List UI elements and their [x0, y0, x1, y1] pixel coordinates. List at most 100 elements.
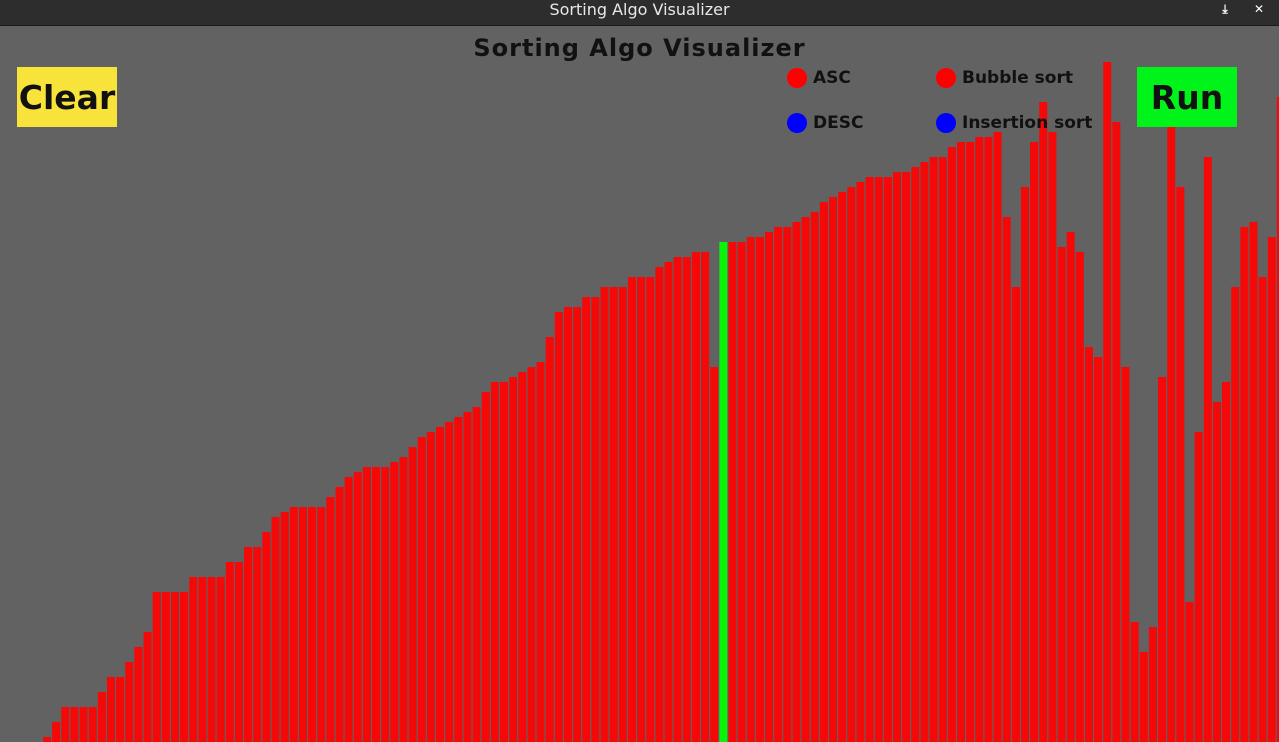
bar: [180, 592, 189, 742]
bar: [134, 647, 143, 742]
bar: [655, 267, 664, 742]
bar: [591, 297, 600, 742]
app-title: Sorting Algo Visualizer: [473, 34, 806, 62]
bar: [1258, 277, 1267, 742]
bar: [509, 377, 518, 742]
order-option-label: DESC: [813, 113, 864, 133]
bar: [353, 472, 362, 742]
bar: [1194, 432, 1203, 742]
bar: [1002, 217, 1011, 742]
bar: [527, 367, 536, 742]
bar: [911, 167, 920, 742]
bar: [902, 172, 911, 742]
run-button[interactable]: Run: [1137, 67, 1237, 127]
bar: [244, 547, 253, 742]
bar: [436, 427, 445, 742]
bar: [372, 467, 381, 742]
bar: [216, 577, 225, 742]
bar: [1112, 122, 1121, 742]
clear-button[interactable]: Clear: [17, 67, 117, 127]
bar: [1030, 142, 1039, 742]
bar: [966, 142, 975, 742]
bar: [1167, 117, 1176, 742]
bar: [152, 592, 161, 742]
bar: [253, 547, 262, 742]
bar: [938, 157, 947, 742]
bar: [637, 277, 646, 742]
bar: [646, 277, 655, 742]
bar: [1103, 62, 1112, 742]
bar: [234, 562, 243, 742]
bar: [536, 362, 545, 742]
bar: [554, 312, 563, 742]
bar: [774, 227, 783, 742]
bar: [399, 457, 408, 742]
bar: [79, 707, 88, 742]
bar: [298, 507, 307, 742]
algorithm-option-bubble-sort[interactable]: Bubble sort: [936, 68, 1073, 88]
bar: [116, 677, 125, 742]
bar: [829, 197, 838, 742]
bar: [1066, 232, 1075, 742]
bar: [847, 187, 856, 742]
bar: [1084, 347, 1093, 742]
order-option-asc[interactable]: ASC: [787, 68, 851, 88]
bar: [189, 577, 198, 742]
radio-dot-icon: [787, 113, 807, 133]
bar: [1039, 102, 1048, 742]
bar: [701, 252, 710, 742]
bar: [70, 707, 79, 742]
bar: [344, 477, 353, 742]
bar: [1185, 602, 1194, 742]
bar: [783, 227, 792, 742]
bar: [417, 437, 426, 742]
bar: [1240, 227, 1249, 742]
bar: [1075, 252, 1084, 742]
algorithm-option-insertion-sort[interactable]: Insertion sort: [936, 113, 1092, 133]
bar: [308, 507, 317, 742]
bar: [975, 137, 984, 742]
bar: [929, 157, 938, 742]
bar: [271, 517, 280, 742]
bar: [673, 257, 682, 742]
bar: [454, 417, 463, 742]
order-option-label: ASC: [813, 68, 851, 88]
bar: [573, 307, 582, 742]
bar: [947, 147, 956, 742]
bar: [691, 252, 700, 742]
bar: [1094, 357, 1103, 742]
bar: [1121, 367, 1130, 742]
minimize-icon[interactable]: ⤓: [1222, 2, 1228, 16]
bar: [627, 277, 636, 742]
bar: [710, 367, 719, 742]
bar: [198, 577, 207, 742]
bar-chart: [43, 62, 1279, 742]
bar: [1267, 237, 1276, 742]
bar: [682, 257, 691, 742]
algorithm-option-label: Insertion sort: [962, 113, 1093, 133]
bar: [1158, 377, 1167, 742]
bar: [856, 182, 865, 742]
window-titlebar: Sorting Algo Visualizer ⤓ ✕: [0, 0, 1279, 26]
algorithm-option-label: Bubble sort: [962, 68, 1073, 88]
bar: [317, 507, 326, 742]
bar: [61, 707, 70, 742]
bar: [765, 232, 774, 742]
bar: [819, 202, 828, 742]
bar: [737, 242, 746, 742]
bar: [1222, 382, 1231, 742]
bar: [207, 577, 216, 742]
bar: [43, 737, 51, 742]
bar: [326, 497, 335, 742]
bar: [445, 422, 454, 742]
close-icon[interactable]: ✕: [1253, 2, 1265, 16]
bar: [1176, 187, 1185, 742]
bar: [289, 507, 298, 742]
bar: [170, 592, 179, 742]
bar: [225, 562, 234, 742]
order-option-desc[interactable]: DESC: [787, 113, 863, 133]
bar: [518, 372, 527, 742]
bar: [490, 382, 499, 742]
bar: [618, 287, 627, 742]
bar: [801, 217, 810, 742]
